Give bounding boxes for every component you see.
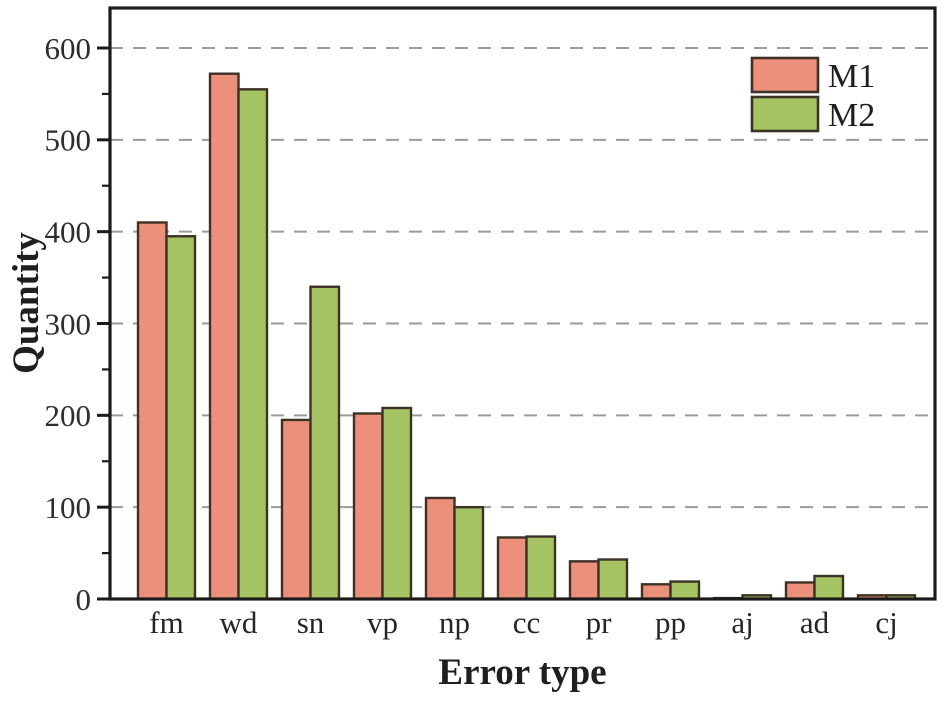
x-category-label-np: np (439, 605, 470, 640)
bar-fm-M1 (136, 221, 168, 601)
bar-sn-M1 (280, 418, 312, 601)
y-tick-label-300: 300 (45, 306, 92, 341)
y-axis-title: Quantity (6, 232, 47, 374)
bar-pp-M1 (640, 583, 672, 601)
bar-vp-M2 (381, 406, 413, 601)
bar-sn-M2 (309, 285, 341, 601)
y-tick-label-0: 0 (76, 582, 92, 617)
bar-wd-M1 (208, 72, 240, 601)
x-category-label-cj: cj (875, 605, 897, 640)
x-axis-title: Error type (438, 652, 606, 693)
x-category-label-fm: fm (149, 605, 183, 640)
y-tick-label-500: 500 (45, 123, 92, 158)
x-category-label-pr: pr (586, 605, 613, 640)
legend-swatch-M2 (750, 95, 820, 133)
x-category-label-vp: vp (367, 605, 398, 640)
y-tick-label-600: 600 (45, 31, 92, 66)
bar-ad-M1 (784, 581, 816, 601)
bar-np-M2 (453, 505, 485, 601)
x-category-label-cc: cc (513, 605, 541, 640)
x-category-label-wd: wd (220, 605, 258, 640)
legend-label-M2: M2 (828, 97, 875, 134)
legend-swatch-M1 (750, 56, 820, 94)
bar-wd-M2 (237, 88, 269, 601)
legend-label-M1: M1 (828, 58, 875, 95)
y-tick-label-400: 400 (45, 215, 92, 250)
bar-fm-M2 (165, 235, 197, 601)
bar-ad-M2 (813, 574, 845, 601)
bar-pr-M1 (568, 560, 600, 601)
x-category-label-aj: aj (731, 605, 753, 640)
plot-border (108, 6, 937, 601)
x-category-label-ad: ad (800, 605, 830, 640)
x-category-label-pp: pp (655, 605, 686, 640)
y-tick-label-100: 100 (45, 490, 92, 525)
bar-pr-M2 (597, 558, 629, 601)
bar-vp-M1 (352, 412, 384, 601)
bar-cc-M2 (525, 535, 557, 601)
x-category-label-sn: sn (297, 605, 325, 640)
bar-pp-M2 (669, 580, 701, 601)
bar-np-M1 (424, 496, 456, 601)
y-tick-label-200: 200 (45, 398, 92, 433)
bar-cc-M1 (496, 536, 528, 601)
